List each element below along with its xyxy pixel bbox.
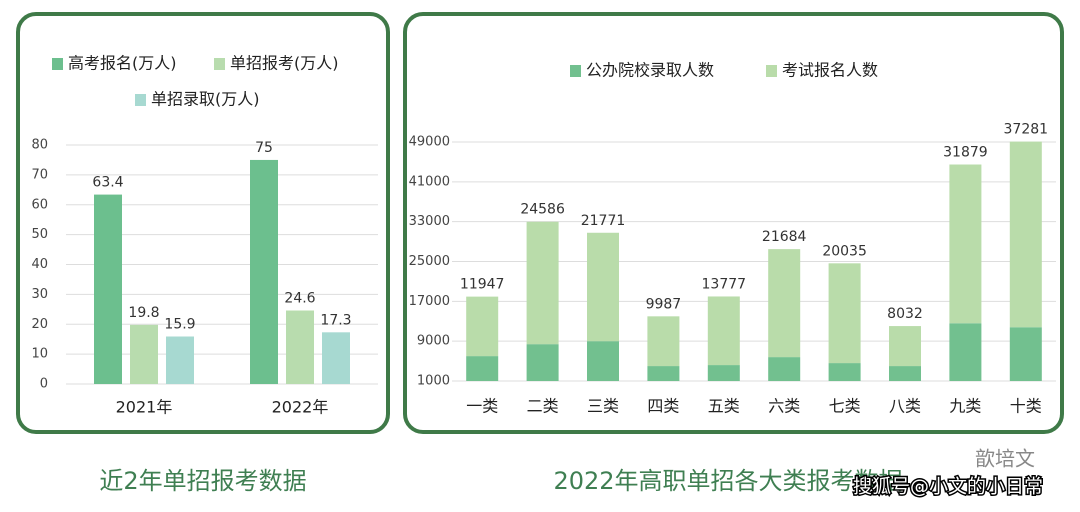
bar — [587, 232, 619, 342]
data-label: 63.4 — [92, 175, 123, 191]
legend-swatch — [52, 58, 63, 70]
legend-swatch — [214, 58, 225, 70]
legend-label: 高考报名(万人) — [68, 54, 177, 73]
y-tick-label: 80 — [31, 138, 48, 153]
data-label: 13777 — [702, 276, 747, 292]
x-tick-label: 二类 — [527, 397, 559, 416]
data-label: 11947 — [460, 277, 505, 293]
x-tick-label: 八类 — [889, 397, 921, 416]
bar — [130, 324, 158, 384]
y-tick-label: 50 — [31, 227, 48, 242]
legend-swatch — [766, 65, 777, 77]
x-tick-label: 一类 — [466, 397, 498, 416]
x-tick-label: 七类 — [829, 397, 861, 416]
data-label: 8032 — [887, 306, 923, 322]
x-tick-label: 2022年 — [272, 398, 329, 417]
bar — [526, 344, 559, 381]
y-tick-label: 1000 — [417, 374, 450, 389]
data-label: 15.9 — [164, 316, 195, 332]
bar — [466, 296, 499, 357]
caption: 近2年单招报考数据 — [99, 467, 306, 495]
y-tick-label: 33000 — [409, 214, 450, 229]
legend-swatch — [135, 94, 146, 106]
x-tick-label: 九类 — [949, 397, 981, 416]
bar — [707, 296, 740, 366]
y-tick-label: 60 — [31, 197, 48, 212]
bar — [828, 263, 861, 364]
data-label: 75 — [255, 140, 273, 156]
bar — [889, 366, 921, 381]
caption: 2022年高职单招各大类报考数据 — [553, 467, 902, 495]
legend-label: 考试报名人数 — [782, 61, 878, 80]
bar — [768, 357, 801, 381]
y-tick-label: 9000 — [417, 334, 450, 349]
x-tick-label: 十类 — [1010, 397, 1042, 416]
x-tick-label: 四类 — [647, 397, 679, 416]
y-tick-label: 17000 — [409, 294, 450, 309]
bar — [166, 336, 194, 384]
data-label: 17.3 — [320, 312, 351, 328]
bar — [250, 159, 278, 384]
bar — [949, 323, 982, 381]
y-tick-label: 30 — [31, 287, 48, 302]
watermark: 搜狐号@小文的小日常 — [853, 476, 1043, 498]
data-label: 9987 — [646, 296, 682, 312]
y-tick-label: 0 — [40, 377, 48, 392]
data-label: 21684 — [762, 229, 807, 245]
bar — [587, 341, 619, 381]
bar — [828, 363, 861, 381]
x-tick-label: 2021年 — [116, 398, 173, 417]
legend-label: 公办院校录取人数 — [586, 61, 714, 80]
bar — [647, 366, 680, 381]
y-tick-label: 10 — [31, 347, 48, 362]
x-tick-label: 六类 — [768, 397, 800, 416]
bar — [466, 356, 499, 381]
data-label: 21771 — [581, 213, 626, 229]
data-label: 24586 — [520, 202, 565, 218]
data-label: 37281 — [1004, 122, 1049, 138]
y-tick-label: 49000 — [409, 135, 450, 150]
x-tick-label: 五类 — [708, 397, 740, 416]
legend-label: 单招录取(万人) — [151, 90, 260, 109]
bar — [1009, 327, 1042, 381]
bar — [647, 316, 680, 367]
x-tick-label: 三类 — [587, 397, 619, 416]
bar — [889, 326, 921, 367]
bar — [707, 365, 740, 381]
bar — [94, 194, 122, 384]
data-label: 31879 — [943, 145, 988, 161]
y-tick-label: 25000 — [409, 254, 450, 269]
watermark: 歆培文 — [975, 447, 1035, 471]
legend-label: 单招报考(万人) — [230, 54, 339, 73]
bar — [286, 310, 314, 384]
legend-swatch — [570, 65, 581, 77]
bar — [1009, 141, 1042, 328]
bar — [526, 221, 559, 345]
bar — [322, 332, 350, 384]
data-label: 24.6 — [284, 291, 315, 307]
data-label: 19.8 — [128, 305, 159, 321]
y-tick-label: 70 — [31, 167, 48, 182]
y-tick-label: 40 — [31, 257, 48, 272]
bar — [768, 249, 801, 358]
data-label: 20035 — [822, 243, 867, 259]
y-tick-label: 20 — [31, 317, 48, 332]
bar — [949, 164, 982, 324]
y-tick-label: 41000 — [409, 174, 450, 189]
